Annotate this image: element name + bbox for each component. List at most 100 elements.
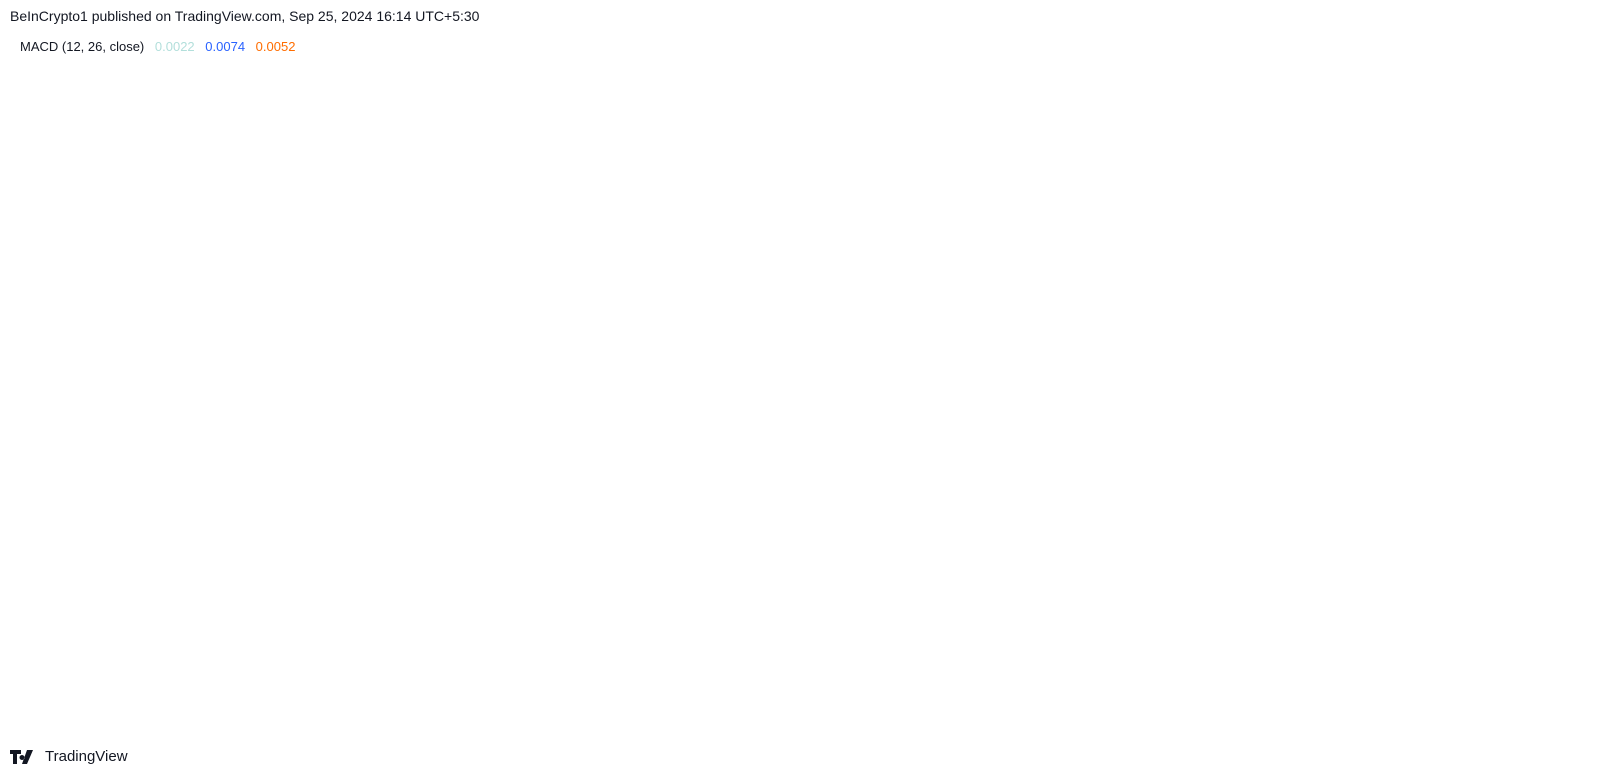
legend-title: MACD (12, 26, close) — [20, 39, 145, 54]
histogram-bar — [229, 334, 234, 390]
histogram-bar — [61, 388, 66, 390]
histogram-bar — [235, 348, 240, 390]
histogram-bar — [629, 390, 634, 391]
histogram-bar — [1279, 390, 1284, 416]
histogram-bar — [20, 390, 25, 393]
histogram-bar — [420, 390, 425, 422]
histogram-bar — [130, 344, 135, 390]
macd-price-badge-bg — [1479, 319, 1544, 337]
histogram-bar — [780, 390, 785, 406]
histogram-bar — [937, 390, 941, 409]
histogram-bar — [507, 368, 512, 390]
histogram-bar — [618, 384, 622, 390]
histogram-bar — [11, 390, 13, 407]
histogram-bar — [658, 379, 663, 390]
histogram-bar — [362, 390, 367, 426]
histogram-bar — [1244, 390, 1249, 398]
macd-price-badge: 0.0074 — [1501, 321, 1541, 336]
histogram-bar — [107, 367, 112, 390]
histogram-bar — [884, 390, 889, 397]
histogram-bar — [490, 390, 495, 451]
histogram-bar — [850, 388, 854, 390]
brand-name: TradingView — [45, 748, 128, 765]
histogram-bar — [1018, 309, 1023, 390]
histogram-bar — [1325, 390, 1330, 417]
histogram-bar — [26, 390, 31, 392]
histogram-bar — [212, 347, 216, 390]
y-tick-label: −0.0300 — [1498, 626, 1545, 641]
histogram-bar — [931, 384, 936, 390]
y-tick-label: 0.0050 — [1557, 342, 1597, 357]
histogram-bar — [1360, 352, 1365, 390]
histogram-bar — [252, 367, 257, 390]
histogram-bar — [513, 366, 518, 390]
legend-signal-value: 0.0052 — [255, 39, 296, 54]
histogram-bar — [502, 390, 506, 393]
histogram-bar — [1134, 390, 1139, 430]
histogram-bar — [1082, 381, 1086, 390]
histogram-bar — [1012, 284, 1017, 390]
x-tick-label: Oct — [1439, 706, 1461, 721]
histogram-bar — [1406, 368, 1411, 390]
histogram-bar — [1215, 365, 1220, 390]
legend-histogram-value: 0.0022 — [154, 39, 195, 54]
histogram-bar — [1273, 390, 1278, 420]
histogram-bar — [159, 379, 164, 390]
histogram-bar — [1395, 357, 1400, 390]
histogram-bar — [1308, 390, 1313, 433]
histogram-bar — [246, 361, 251, 390]
histogram-bar — [763, 389, 767, 391]
histogram-bar — [681, 369, 686, 390]
histogram-bar — [925, 381, 930, 390]
signal-line — [11, 135, 1414, 589]
histogram-bar — [101, 369, 106, 390]
histogram-bar — [565, 373, 570, 390]
x-tick-label: Mar — [197, 706, 220, 721]
histogram-bar — [560, 374, 564, 390]
histogram-bar — [583, 361, 588, 390]
histogram-bar — [1087, 385, 1092, 390]
legend-macd-value: 0.0074 — [205, 39, 246, 54]
y-tick-label: −0.0000 — [1498, 383, 1545, 398]
y-tick-label: 0.0400 — [1505, 58, 1545, 73]
histogram-bar — [1169, 390, 1173, 422]
histogram-bar — [1000, 310, 1005, 390]
histogram-bar — [577, 364, 582, 390]
histogram-bar — [1076, 381, 1081, 390]
histogram-bar — [287, 350, 292, 390]
histogram-bar — [960, 390, 965, 417]
histogram-bar — [948, 390, 953, 421]
histogram-bar — [531, 364, 535, 390]
histogram-bar — [548, 374, 553, 390]
histogram-bar — [1122, 390, 1127, 516]
histogram-bar — [664, 384, 669, 390]
histogram-bar — [1389, 352, 1394, 390]
histogram-bar — [1192, 390, 1197, 413]
signal-price-badge-bg — [1479, 340, 1544, 358]
x-tick-label: Jun — [730, 706, 753, 721]
y-tick-label: −0.0200 — [1498, 545, 1545, 560]
histogram-bar — [380, 390, 385, 418]
histogram-bar — [739, 390, 744, 392]
indicator-legend[interactable]: MACD (12, 26, close) 0.0022 0.0074 0.005… — [20, 39, 302, 54]
histogram-bar — [1221, 357, 1226, 390]
histogram-bar — [1261, 390, 1266, 424]
histogram-bar — [171, 390, 176, 396]
histogram-bar — [409, 390, 414, 431]
tradingview-logo[interactable]: TradingView — [10, 748, 128, 765]
histogram-bar — [357, 390, 361, 427]
y-tick-label: 0.0200 — [1505, 220, 1545, 235]
histogram-bar — [919, 384, 924, 390]
histogram-bar — [635, 390, 640, 394]
histogram-bar — [745, 390, 750, 392]
histogram-bar — [1348, 365, 1353, 390]
histogram-bar — [571, 368, 576, 390]
histogram-bar — [1290, 390, 1295, 415]
histogram-bar — [879, 390, 883, 398]
y-tick-label: −0.0350 — [1498, 666, 1545, 681]
histogram-bar — [1064, 364, 1069, 390]
histogram-bar — [942, 390, 947, 417]
histogram-bar — [32, 390, 37, 396]
histogram-bar — [473, 390, 477, 483]
